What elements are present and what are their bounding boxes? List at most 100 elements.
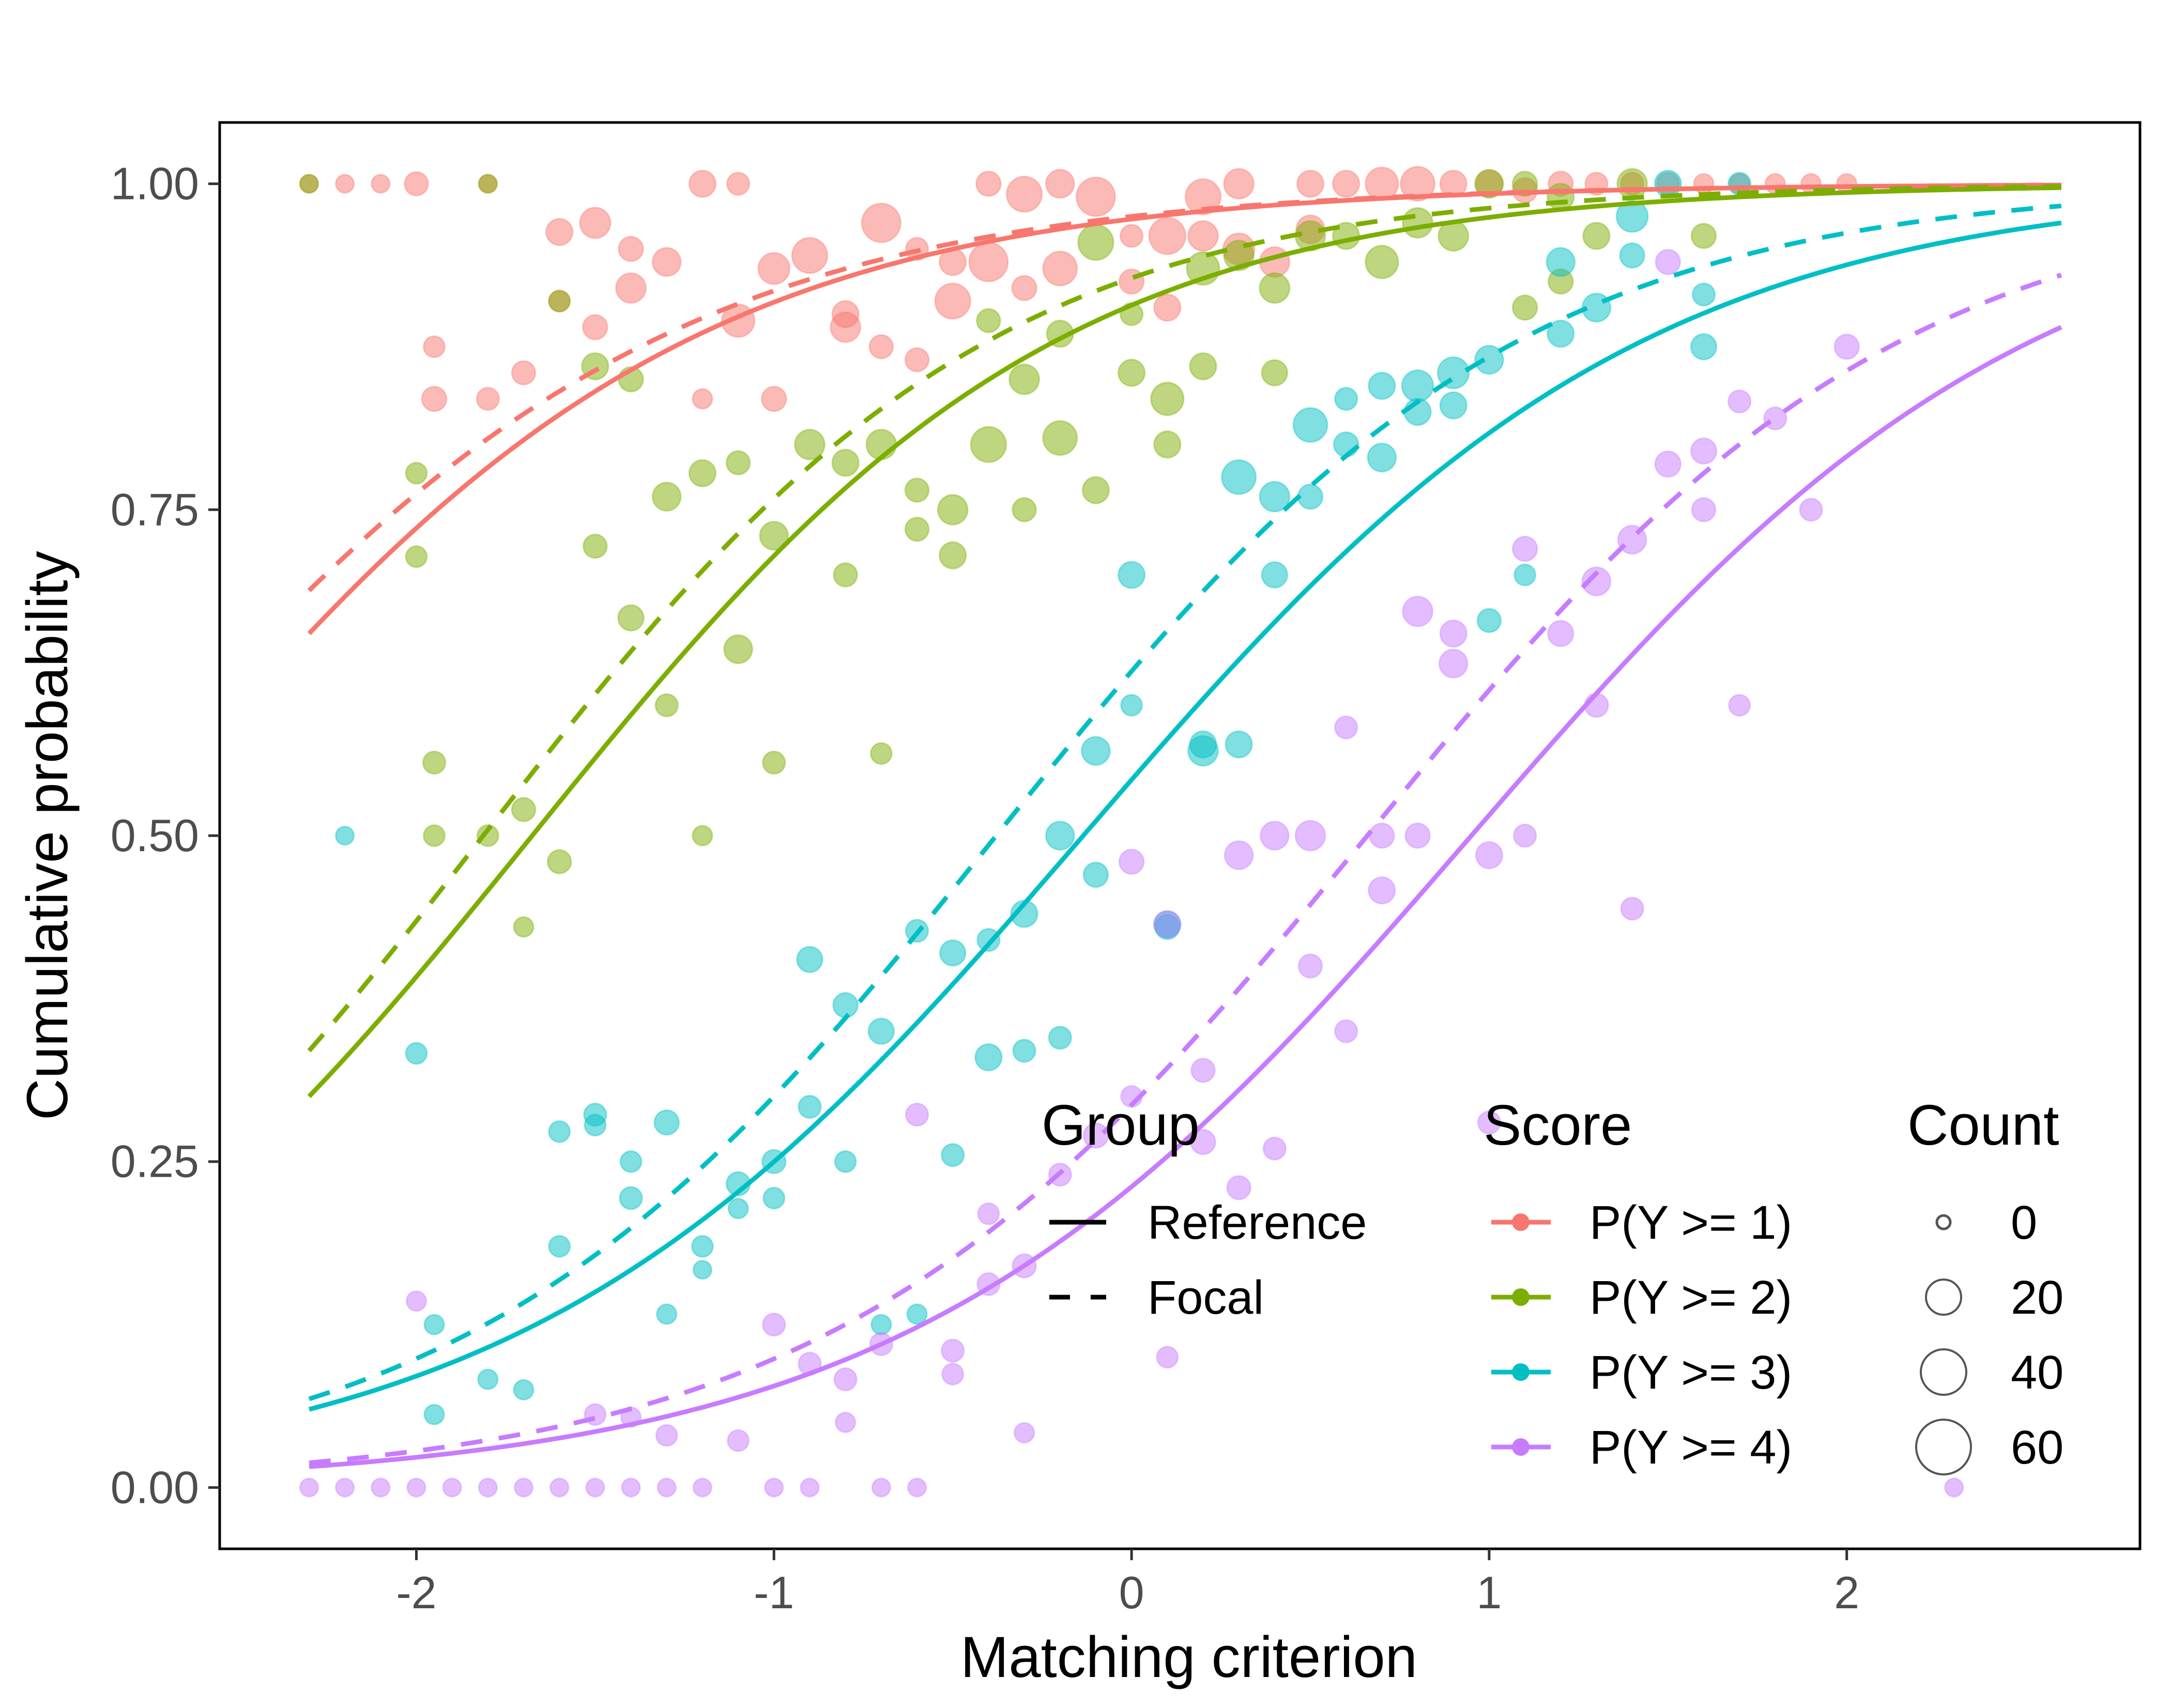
point-score1-14	[476, 387, 500, 411]
point-score4-27	[940, 1338, 965, 1363]
point-score4-23	[833, 1367, 858, 1392]
y-axis-title: Cumulative probability	[15, 551, 80, 1120]
point-score2-2	[548, 289, 571, 313]
point-score4-39	[1190, 1129, 1216, 1156]
point-score1-40	[1148, 217, 1187, 255]
point-score3-12	[513, 1379, 534, 1401]
point-score2-5	[583, 533, 608, 559]
point-score4-45	[1297, 953, 1323, 979]
point-score3-17	[727, 1197, 749, 1220]
point-score4-62	[1620, 897, 1644, 921]
point-score3-65	[1619, 242, 1645, 269]
legend-key-score2-dot	[1512, 1288, 1530, 1306]
point-score2-6	[617, 604, 645, 632]
point-score3-5	[619, 1150, 643, 1173]
point-score2-31	[1008, 363, 1041, 395]
point-score4-29	[977, 1202, 1000, 1225]
point-score4-72	[1944, 1478, 1964, 1498]
point-score1-37	[1075, 176, 1117, 217]
point-score1-5	[545, 218, 574, 247]
point-score1-13	[421, 386, 448, 412]
point-score1-31	[968, 241, 1009, 283]
point-score4-65	[1690, 437, 1718, 465]
point-score3-45	[1225, 730, 1253, 759]
point-score4-64	[1655, 249, 1681, 275]
x-axis-title: Matching criterion	[960, 1625, 1417, 1689]
point-score1-8	[651, 247, 682, 277]
point-score1-27	[861, 203, 901, 243]
point-score2-11	[723, 634, 754, 665]
point-score2-9	[725, 450, 751, 475]
point-score3-43	[1189, 730, 1217, 759]
legend-label-reference: Reference	[1148, 1196, 1367, 1249]
point-score3-0	[334, 825, 355, 846]
y-tick-label: 1.00	[111, 158, 199, 209]
point-score4-73	[1153, 910, 1182, 938]
point-score4-54	[1475, 841, 1504, 870]
point-score3-48	[1292, 407, 1328, 443]
point-score2-45	[1261, 359, 1289, 387]
point-score1-20	[757, 252, 791, 285]
point-score3-20	[796, 946, 823, 973]
point-score2-18	[511, 797, 537, 822]
point-score4-71	[1833, 333, 1860, 360]
point-score3-58	[1474, 345, 1504, 375]
point-score3-46	[1259, 481, 1291, 513]
point-score4-7	[549, 1478, 570, 1498]
legend-label-score4: P(Y >= 4)	[1589, 1421, 1792, 1474]
point-score3-68	[1654, 170, 1683, 198]
point-score4-2	[371, 1478, 391, 1498]
point-score1-35	[1045, 168, 1075, 199]
point-score3-36	[1081, 736, 1111, 766]
point-score3-60	[1513, 563, 1537, 587]
point-score4-5	[478, 1478, 498, 1498]
legend-label-count-40: 40	[2011, 1346, 2063, 1399]
point-score1-10	[582, 314, 608, 341]
legend-label-score3: P(Y >= 3)	[1589, 1346, 1792, 1399]
point-score2-58	[869, 742, 893, 765]
y-tick-label: 0.75	[111, 484, 199, 535]
point-score3-30	[974, 1043, 1003, 1072]
point-score4-44	[1294, 820, 1326, 852]
y-tick-label: 0.25	[111, 1136, 199, 1187]
point-score4-35	[1118, 849, 1145, 875]
point-score1-43	[1187, 220, 1219, 252]
point-score2-8	[688, 459, 717, 487]
point-score1-36	[1042, 251, 1078, 287]
point-score2-36	[1081, 476, 1110, 504]
point-score4-0	[299, 1478, 319, 1498]
point-score1-7	[618, 236, 644, 263]
point-score3-39	[1120, 694, 1143, 717]
point-score2-1	[405, 545, 428, 568]
point-score4-63	[1654, 450, 1682, 478]
point-score3-52	[1368, 372, 1396, 400]
point-score2-35	[1077, 224, 1114, 261]
point-score2-40	[1153, 430, 1182, 459]
point-score3-62	[1547, 319, 1575, 348]
point-score4-1	[334, 1478, 355, 1498]
point-score4-41	[1226, 1175, 1251, 1201]
point-score4-38	[1190, 1057, 1216, 1083]
point-score2-24	[833, 562, 858, 588]
curve-focal-score2	[307, 184, 2061, 1053]
point-score2-42	[1189, 352, 1217, 380]
point-score3-25	[870, 1314, 892, 1335]
point-score4-6	[513, 1478, 534, 1498]
point-score4-67	[1727, 389, 1752, 414]
point-score1-34	[1011, 275, 1037, 301]
point-score1-17	[760, 386, 787, 412]
curve-focal-score1	[307, 182, 2061, 592]
point-score2-49	[1402, 207, 1434, 239]
point-score2-22	[831, 449, 860, 477]
point-score2-14	[692, 825, 713, 847]
point-score4-37	[1156, 1346, 1179, 1369]
legend-label-count-0: 0	[2011, 1196, 2037, 1249]
legend-count-key-40	[1920, 1348, 1967, 1396]
point-score1-30	[934, 282, 971, 320]
point-score1-12	[423, 335, 446, 358]
point-score3-34	[1045, 821, 1075, 851]
point-score3-23	[834, 1150, 857, 1173]
point-score4-40	[1224, 840, 1254, 870]
point-score4-59	[1581, 566, 1612, 596]
legend-count-key-60	[1915, 1419, 1972, 1475]
